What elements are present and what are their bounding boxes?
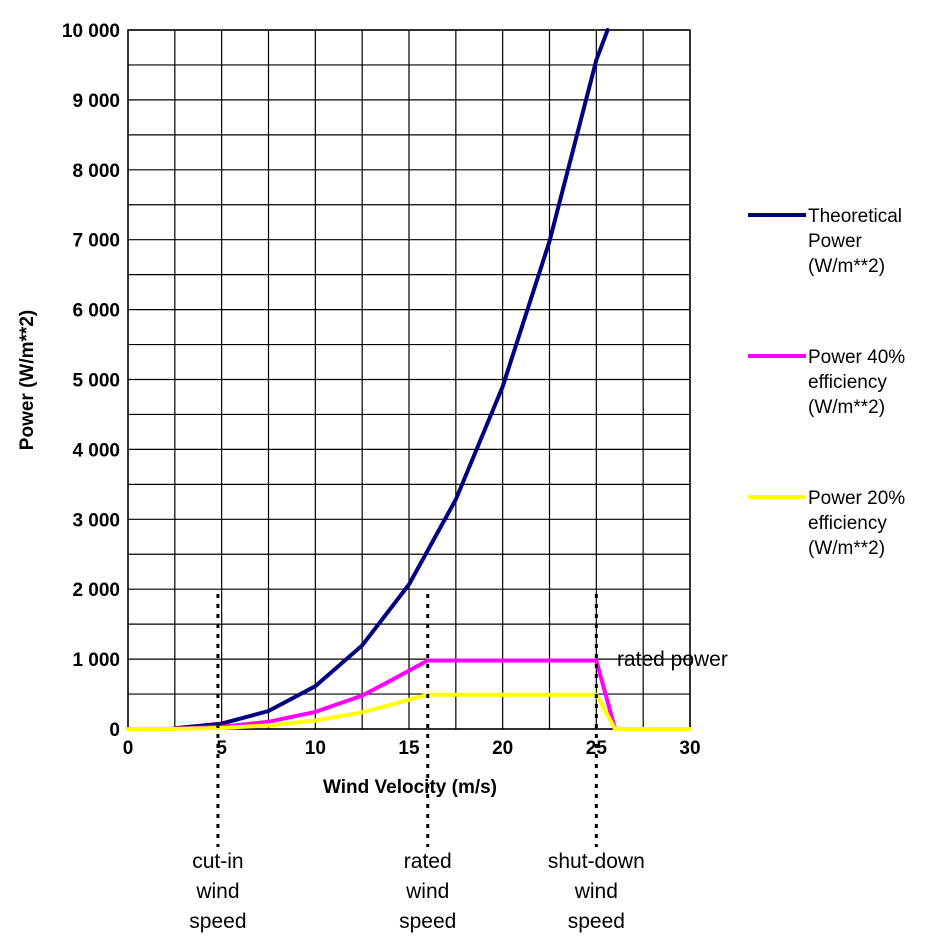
x-tick-label: 5	[216, 738, 227, 759]
x-tick-labels: 0 5 10 15 20 25 30	[123, 738, 701, 759]
series-line-1	[172, 28, 610, 731]
legend-label: (W/m**2)	[808, 397, 885, 418]
x-tick-label: 30	[679, 738, 700, 759]
marker-label: rated	[404, 850, 452, 873]
marker-label: speed	[568, 910, 625, 933]
legend-label: Theoretical	[808, 206, 902, 227]
marker-label: speed	[189, 910, 246, 933]
x-tick-label: 25	[586, 738, 608, 759]
legend-label: (W/m**2)	[808, 256, 885, 277]
y-tick-label: 10 000	[62, 21, 120, 42]
legend-label: efficiency	[808, 372, 887, 393]
y-tick-label: 4 000	[72, 440, 120, 461]
y-axis-title: Power (W/m**2)	[17, 310, 38, 450]
y-tick-label: 6 000	[72, 301, 120, 322]
x-tick-label: 10	[305, 738, 326, 759]
legend-label: Power	[808, 231, 863, 252]
y-tick-label: 2 000	[72, 580, 120, 601]
x-tick-label: 20	[492, 738, 513, 759]
y-tick-label: 1 000	[72, 650, 120, 671]
y-tick-label: 8 000	[72, 161, 120, 182]
rated-power-label: rated power	[617, 648, 728, 671]
y-tick-labels: 0 1 000 2 000 3 000 4 000 5 000 6 000 7 000 8 00…	[62, 21, 120, 741]
plot-frame	[127, 29, 691, 730]
y-tick-label: 3 000	[72, 510, 120, 531]
y-tick-label: 0	[109, 720, 120, 741]
y-tick-label: 7 000	[72, 231, 120, 252]
marker-label: cut-in	[192, 850, 243, 873]
legend-label: (W/m**2)	[808, 538, 885, 559]
y-tick-label: 9 000	[72, 91, 120, 112]
x-tick-label: 15	[398, 738, 420, 759]
marker-label: wind	[574, 880, 618, 903]
marker-label: speed	[399, 910, 456, 933]
legend-label: efficiency	[808, 513, 887, 534]
marker-label: shut-down	[548, 850, 645, 873]
grid	[127, 29, 691, 730]
legend-label: Power 20%	[808, 488, 905, 509]
x-tick-label: 0	[123, 738, 134, 759]
annotations: rated power	[617, 648, 728, 671]
marker-label: wind	[405, 880, 449, 903]
y-tick-label: 5 000	[72, 371, 120, 392]
x-axis-title: Wind Velocity (m/s)	[323, 777, 497, 798]
speed-markers: cut-in wind speed rated wind speed shut-down wi…	[189, 594, 645, 933]
legend-label: Power 40%	[808, 347, 905, 368]
marker-label: wind	[195, 880, 239, 903]
legend: Theoretical Power (W/m**2) Power 40% efficie…	[748, 206, 905, 559]
